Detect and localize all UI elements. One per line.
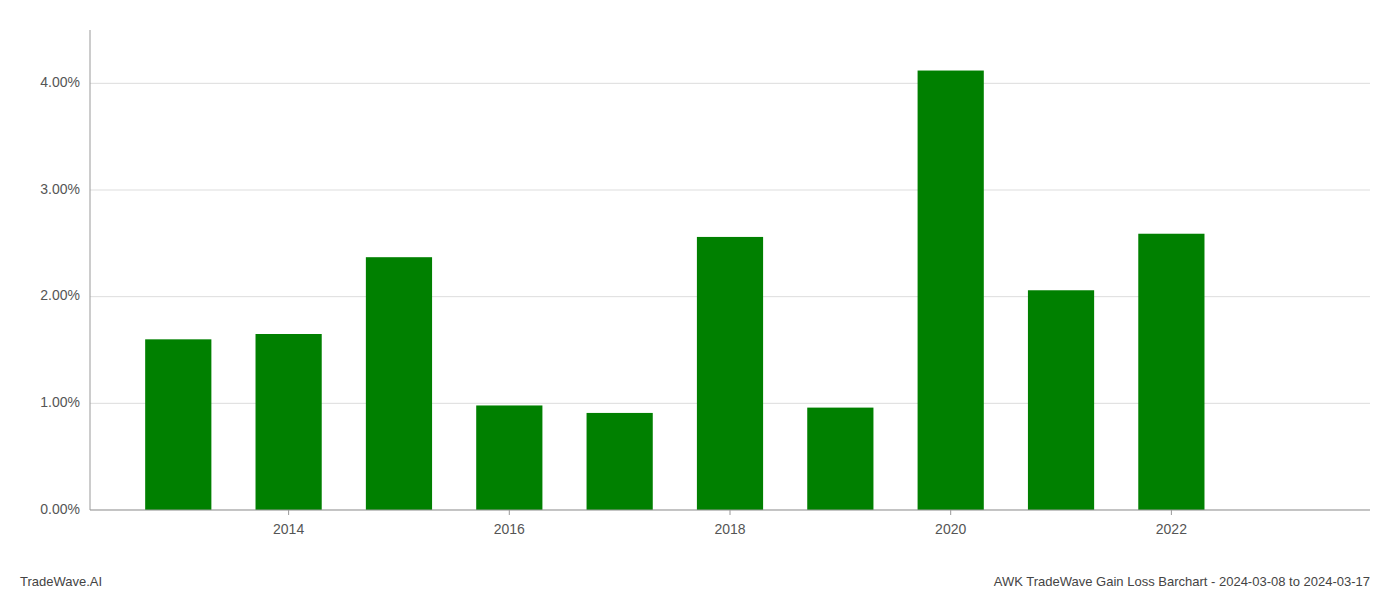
x-tick: [288, 510, 289, 515]
x-tick-label: 2014: [273, 521, 304, 537]
grid-line: [90, 83, 1370, 84]
bar: [1138, 234, 1204, 510]
bar: [807, 408, 873, 510]
footer: TradeWave.AI: [20, 574, 102, 589]
x-tick: [509, 510, 510, 515]
bar: [145, 339, 211, 510]
bar: [918, 71, 984, 510]
bar: [1028, 290, 1094, 510]
bar: [256, 334, 322, 510]
y-axis: 0.00% 1.00% 2.00% 3.00% 4.00%: [40, 30, 90, 517]
bar: [476, 405, 542, 510]
bars: [145, 71, 1204, 510]
grid: [90, 83, 1370, 510]
bar: [366, 257, 432, 510]
y-tick-label: 2.00%: [40, 287, 80, 303]
x-axis: 2014 2016 2018 2020 2022: [90, 510, 1370, 537]
y-tick-label: 0.00%: [40, 501, 80, 517]
x-tick: [730, 510, 731, 515]
bar: [697, 237, 763, 510]
x-tick: [1171, 510, 1172, 515]
grid-line: [90, 190, 1370, 191]
x-tick-label: 2018: [714, 521, 745, 537]
y-axis-line: [90, 30, 91, 510]
title: AWK TradeWave Gain Loss Barchart - 2024-…: [994, 574, 1370, 589]
y-tick-label: 3.00%: [40, 181, 80, 197]
bar: [587, 413, 653, 510]
y-tick-label: 4.00%: [40, 74, 80, 90]
x-tick: [950, 510, 951, 515]
x-tick-label: 2020: [935, 521, 966, 537]
y-tick-label: 1.00%: [40, 394, 80, 410]
x-tick-label: 2022: [1156, 521, 1187, 537]
x-tick-label: 2016: [494, 521, 525, 537]
chart-svg: 0.00% 1.00% 2.00% 3.00% 4.00% 2014 2016 2018 202…: [0, 0, 1400, 600]
chart-container: 0.00% 1.00% 2.00% 3.00% 4.00% 2014 2016 2018 202…: [0, 0, 1400, 600]
